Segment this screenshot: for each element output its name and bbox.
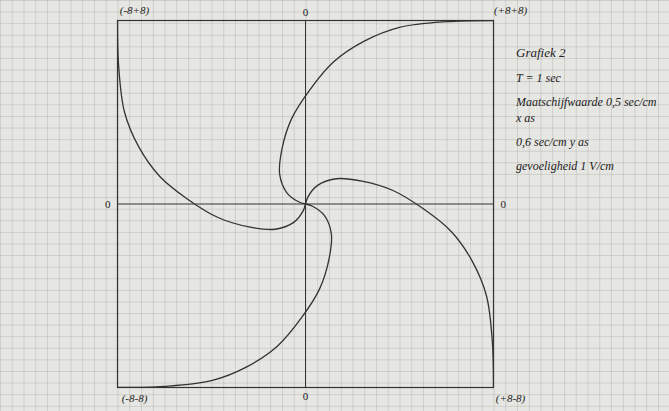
svg-text:0: 0	[105, 198, 111, 210]
svg-text:(-8-8): (-8-8)	[122, 392, 148, 405]
svg-text:(-8+8): (-8+8)	[120, 4, 150, 17]
html-text:Grafiek 2: Grafiek 2	[516, 45, 566, 60]
html-text:T = 1 sec: T = 1 sec	[516, 70, 561, 85]
html-text:0,6 sec/cm y as: 0,6 sec/cm y as	[516, 135, 589, 150]
svg-text:(+8-8): (+8-8)	[496, 392, 526, 405]
svg-text:0: 0	[303, 6, 309, 18]
svg-text:0: 0	[303, 390, 309, 402]
svg-text:(+8+8): (+8+8)	[494, 4, 528, 17]
html-text:Maatschijfwaarde 0,5 sec/cm x: Maatschijfwaarde 0,5 sec/cm x as	[516, 94, 657, 125]
svg-text:0: 0	[501, 198, 507, 210]
html-text:gevoeligheid 1 V/cm: gevoeligheid 1 V/cm	[516, 159, 614, 174]
